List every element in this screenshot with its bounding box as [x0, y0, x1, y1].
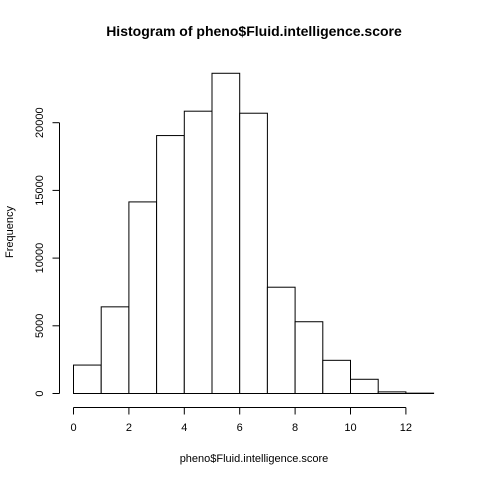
x-tick-label: 12	[400, 422, 412, 434]
histogram-bar	[100, 306, 130, 394]
y-axis: 0 5000 10000 15000 20000	[34, 107, 60, 397]
histogram-bar	[183, 110, 213, 394]
histogram-bar	[73, 364, 102, 395]
histogram-bar	[211, 72, 241, 395]
histogram-bar	[239, 112, 268, 395]
x-axis-label: pheno$Fluid.intelligence.score	[180, 453, 329, 465]
y-tick-label: 10000	[34, 243, 46, 274]
histogram-bar	[294, 321, 324, 395]
histogram-bar	[128, 201, 158, 394]
x-tick-label: 8	[292, 422, 298, 434]
x-tick-label: 10	[344, 422, 356, 434]
histogram-bar	[377, 391, 407, 395]
x-tick-label: 4	[181, 422, 187, 434]
x-axis: 0 2 4 6 8 10 12	[70, 407, 412, 434]
x-tick-label: 0	[70, 422, 76, 434]
y-tick-label: 0	[34, 390, 46, 396]
chart-title: Histogram of pheno$Fluid.intelligence.sc…	[106, 23, 402, 39]
y-tick-label: 15000	[34, 175, 46, 206]
histogram-bar	[322, 359, 351, 394]
y-axis-label: Frequency	[4, 206, 16, 258]
histogram-bar	[266, 286, 296, 394]
x-tick-label: 2	[126, 422, 132, 434]
y-tick-label: 5000	[34, 314, 46, 338]
y-tick-label: 20000	[34, 107, 46, 138]
histogram-bar	[350, 378, 379, 394]
bars-group	[73, 72, 435, 395]
histogram-bar	[156, 135, 185, 395]
x-tick-label: 6	[237, 422, 243, 434]
